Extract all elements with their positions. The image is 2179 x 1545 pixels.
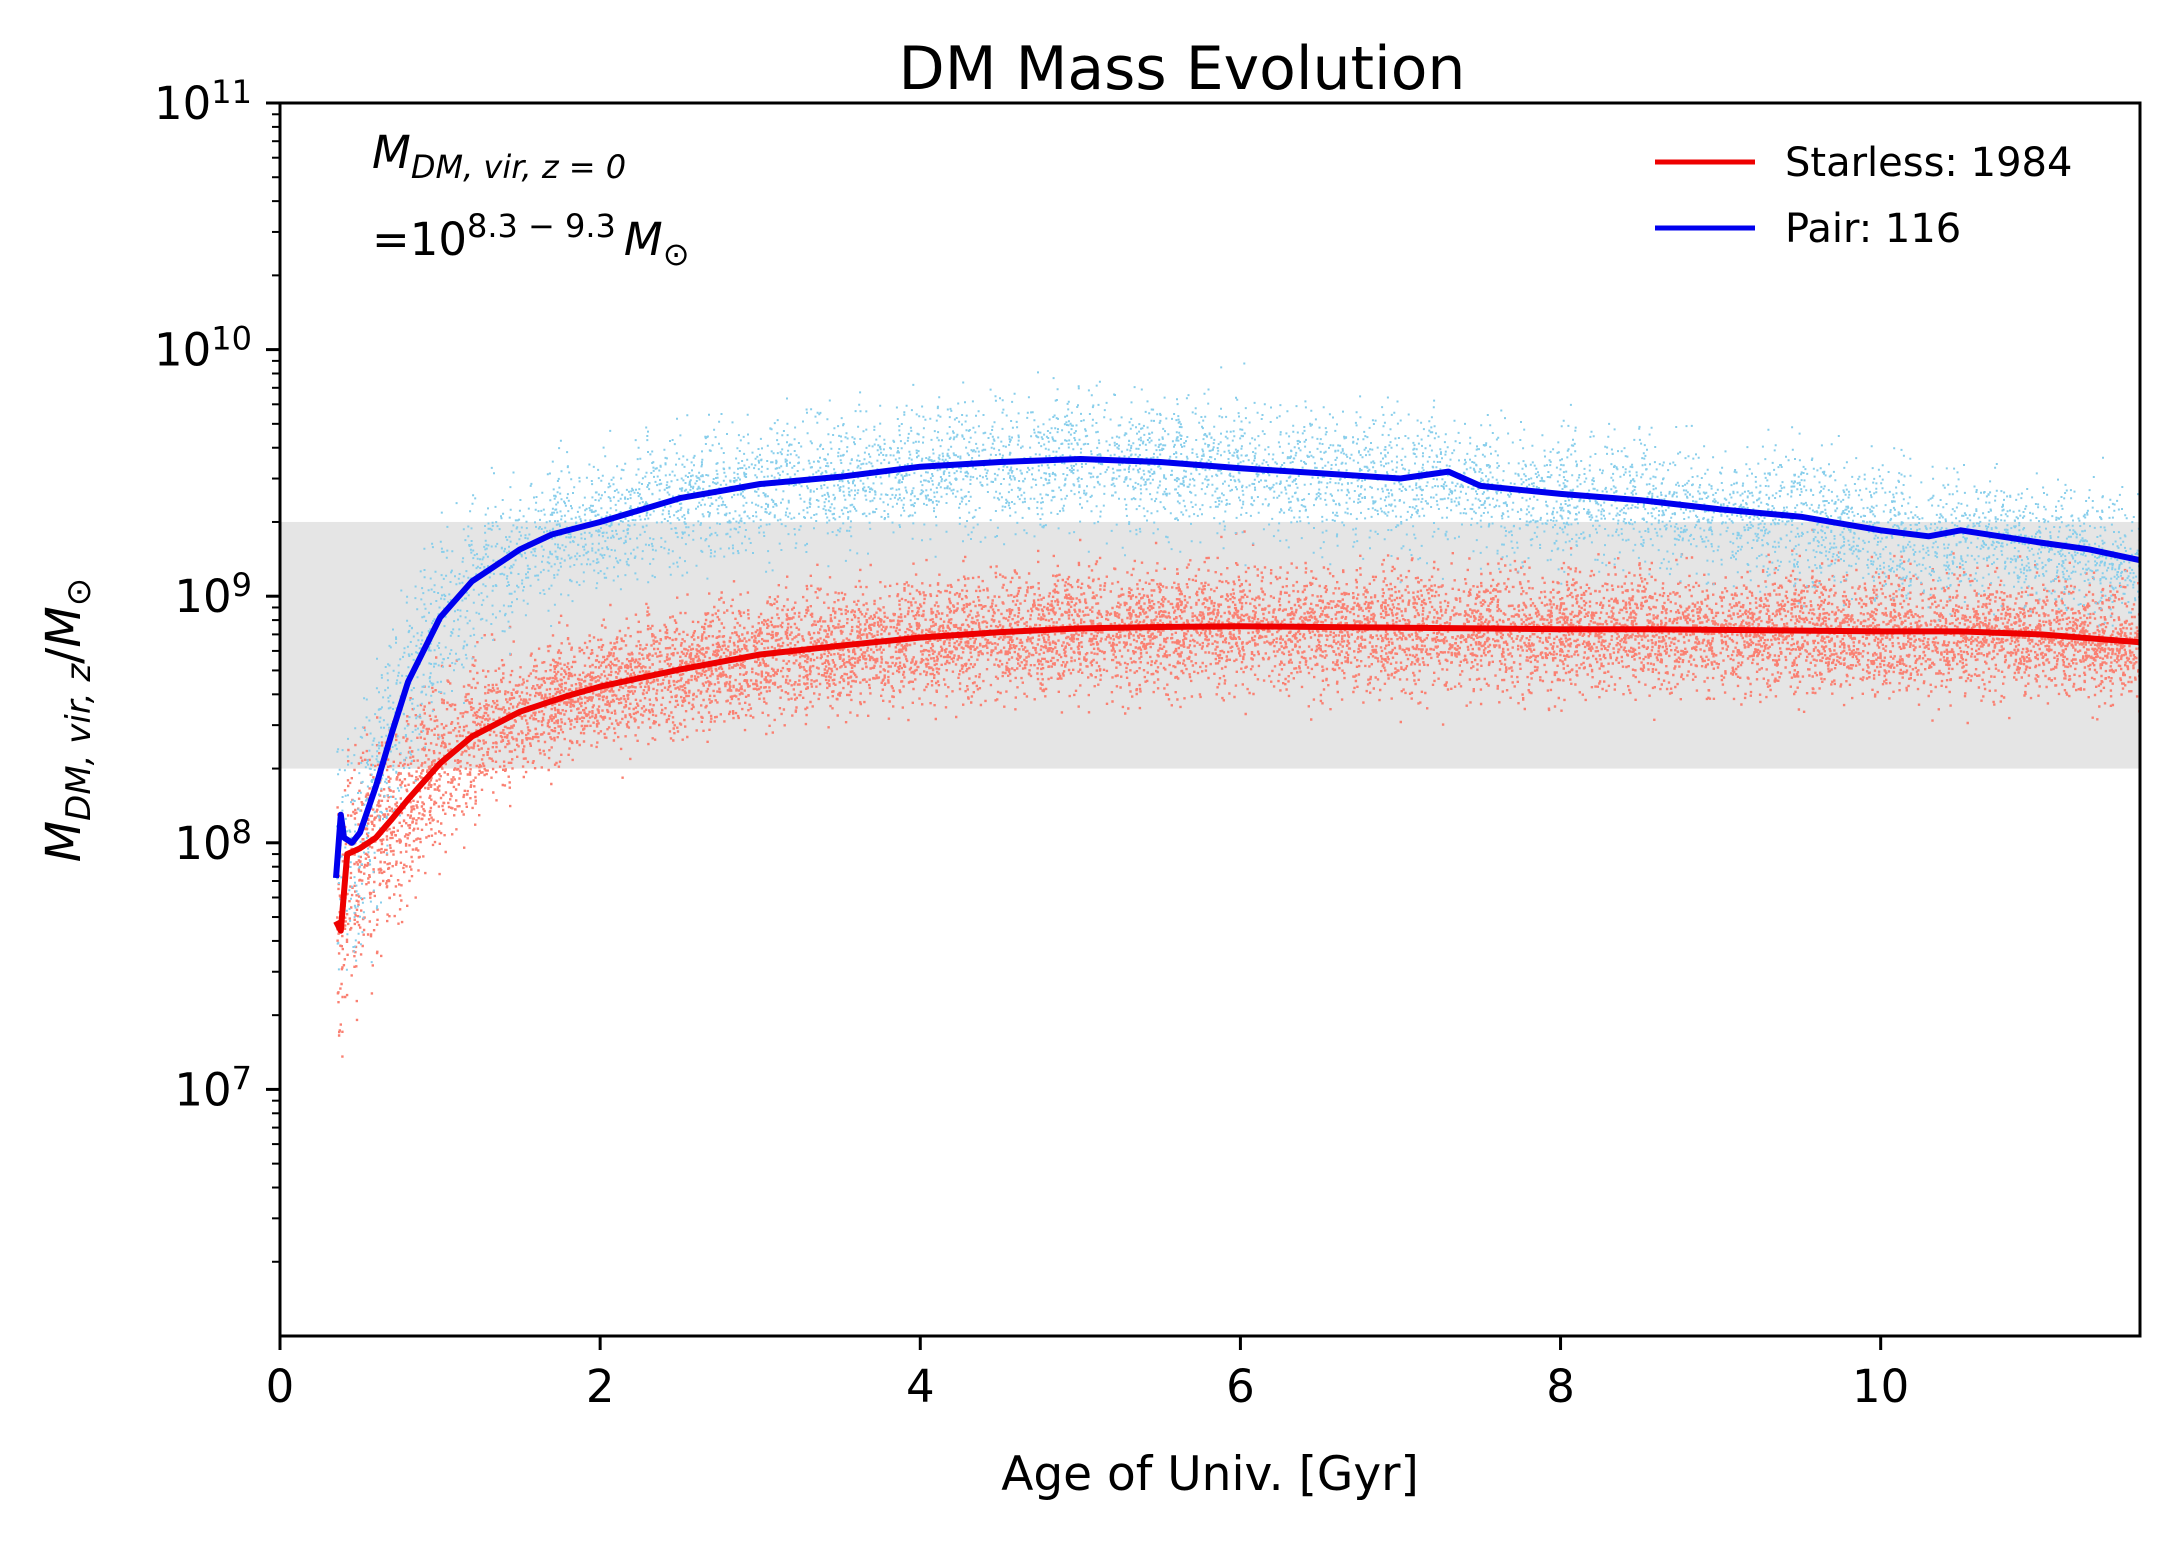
chart-title: DM Mass Evolution: [899, 34, 1466, 104]
y-tick-label: 1010: [154, 320, 252, 377]
x-axis-label: Age of Univ. [Gyr]: [1001, 1447, 1419, 1502]
x-tick-label: 0: [266, 1360, 295, 1413]
median-lines: [333, 456, 2140, 934]
x-tick-label: 2: [586, 1360, 615, 1413]
shaded-band: [280, 521, 2140, 769]
series-line-pair: [333, 456, 2140, 879]
y-axis-label: MDM, vir, z/M⊙: [36, 578, 99, 863]
y-tick-label: 107: [174, 1059, 252, 1116]
y-axis-ticks: 107 108 109 1010 1011: [154, 73, 280, 1263]
legend-label-pair: Pair: 116: [1785, 206, 1961, 252]
x-tick-label: 6: [1226, 1360, 1255, 1413]
y-tick-label: 108: [174, 813, 252, 870]
x-axis-ticks: 0 2 4 6 8 10: [266, 1336, 1909, 1413]
plot-frame: [278, 101, 2142, 1338]
x-tick-label: 10: [1852, 1360, 1909, 1413]
legend: Starless: 1984 Pair: 116: [1655, 140, 2072, 252]
svg-text:MDM, vir, z/M⊙: MDM, vir, z/M⊙: [36, 578, 99, 863]
x-tick-label: 8: [1546, 1360, 1575, 1413]
y-tick-label: 1011: [154, 73, 252, 130]
scatter-cloud: [336, 362, 2140, 1058]
svg-text:=108.3 − 9.3M⊙: =108.3 − 9.3 M⊙: [372, 207, 690, 272]
x-tick-label: 4: [906, 1360, 935, 1413]
scatter-points-starless: [336, 528, 2140, 1058]
annotation-mass-range: MDM, vir, z = 0 =108.3 − 9.3 M⊙: [372, 126, 690, 273]
y-tick-label: 109: [174, 566, 252, 623]
series-line-starless: [333, 623, 2140, 934]
svg-text:MDM, vir, z = 0: MDM, vir, z = 0: [372, 126, 626, 186]
legend-label-starless: Starless: 1984: [1785, 140, 2072, 186]
plot-area: [280, 362, 2140, 1058]
